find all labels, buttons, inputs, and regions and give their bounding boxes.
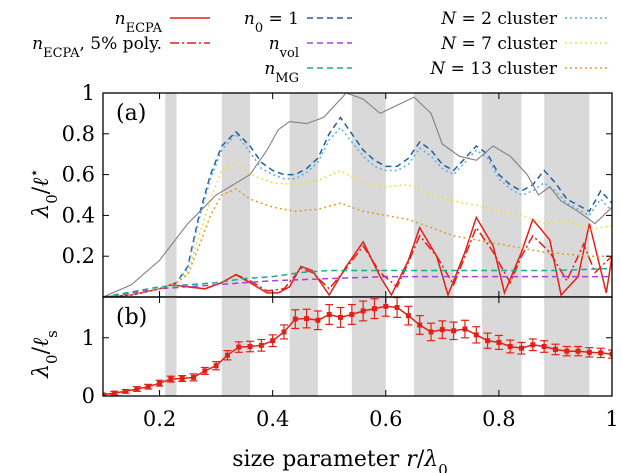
panel-label: (b): [116, 305, 147, 330]
legend-label: nECPA: [115, 9, 163, 36]
data-point: [123, 388, 129, 394]
shaded-band: [221, 93, 251, 297]
data-point: [111, 390, 117, 396]
y-axis-title-a: λ0/ℓ⋆: [25, 168, 61, 218]
legend-label: N = 7 cluster: [440, 34, 558, 54]
data-point: [168, 376, 174, 382]
legend-label: nMG: [264, 59, 299, 86]
legend-label: nECPA, 5% poly.: [32, 34, 162, 61]
x-tick-label: 0.2: [143, 407, 176, 431]
series-line: [103, 305, 612, 396]
data-point: [575, 348, 581, 354]
data-point: [586, 349, 592, 355]
y-tick-label: 0: [82, 384, 95, 408]
data-point: [281, 329, 287, 335]
data-point: [349, 311, 355, 317]
data-point: [360, 308, 366, 314]
legend-label: n0 = 1: [244, 9, 299, 36]
data-point: [473, 332, 479, 338]
data-point: [190, 374, 196, 380]
series-line: [103, 275, 612, 297]
series-line: [103, 126, 612, 297]
data-point: [609, 351, 612, 357]
y-tick-label: 0.8: [62, 122, 95, 146]
legend-label: N = 13 cluster: [429, 59, 557, 79]
shaded-band: [544, 93, 590, 297]
series-line: [103, 161, 612, 297]
data-point: [326, 311, 332, 317]
data-point: [383, 303, 389, 309]
data-point: [315, 317, 321, 323]
data-point: [134, 386, 140, 392]
data-point: [507, 344, 513, 349]
data-point: [371, 306, 377, 312]
data-point: [417, 322, 423, 328]
series-line: [103, 267, 612, 297]
y-tick-label: 0.6: [62, 163, 95, 187]
data-point: [157, 380, 163, 386]
data-point: [496, 339, 502, 345]
plot-frame: [102, 296, 613, 397]
data-point: [304, 316, 310, 322]
shaded-band: [289, 297, 318, 396]
data-point: [292, 316, 298, 322]
data-point: [202, 368, 208, 374]
data-point: [213, 363, 219, 369]
data-point: [428, 329, 434, 335]
series-line: [103, 226, 612, 297]
series-line: [103, 188, 612, 297]
data-point: [598, 350, 604, 356]
data-point: [405, 313, 411, 319]
data-point: [270, 338, 276, 344]
data-point: [519, 345, 525, 351]
shaded-band: [414, 297, 454, 396]
y-tick-label: 0.4: [62, 203, 95, 227]
data-point: [564, 348, 570, 354]
legend-label: N = 2 cluster: [440, 9, 558, 29]
data-point: [236, 344, 242, 350]
y-tick-label: 0.2: [62, 244, 95, 268]
x-tick-label: 0.8: [482, 407, 515, 431]
data-point: [258, 342, 264, 348]
data-point: [224, 352, 230, 358]
x-tick-label: 1: [605, 407, 618, 431]
data-point: [485, 338, 491, 344]
data-point: [179, 376, 185, 382]
legend-label: nvol: [269, 34, 299, 61]
data-point: [439, 327, 445, 333]
series-line: [103, 93, 612, 297]
data-point: [103, 392, 106, 396]
shaded-band: [289, 93, 318, 297]
data-point: [541, 344, 547, 349]
y-tick-label: 1: [82, 326, 95, 350]
data-point: [247, 344, 253, 349]
y-tick-label: 1: [82, 81, 95, 105]
x-tick-label: 0.6: [369, 407, 402, 431]
shaded-band: [165, 93, 177, 297]
x-axis-title: size parameter r/λ0: [232, 447, 447, 473]
series-line: [103, 116, 612, 297]
x-tick-label: 0.4: [256, 407, 289, 431]
data-point: [462, 326, 468, 332]
shaded-band: [351, 93, 386, 297]
panel-label: (a): [116, 101, 146, 126]
data-point: [145, 384, 151, 390]
shaded-band: [351, 297, 386, 396]
shaded-band: [165, 297, 177, 396]
data-point: [338, 314, 344, 320]
y-axis-title-b: λ0/ℓs: [29, 330, 61, 379]
data-point: [530, 342, 536, 348]
data-point: [552, 346, 558, 352]
data-point: [451, 328, 457, 334]
panel-a: 0.2 0.4 0.6 0.8 1 (a): [62, 81, 613, 298]
panel-b: 0 1 (b) 0.2 0.4 0.6 0.8 1: [82, 296, 619, 431]
shaded-band: [481, 93, 522, 297]
data-point: [394, 304, 400, 310]
